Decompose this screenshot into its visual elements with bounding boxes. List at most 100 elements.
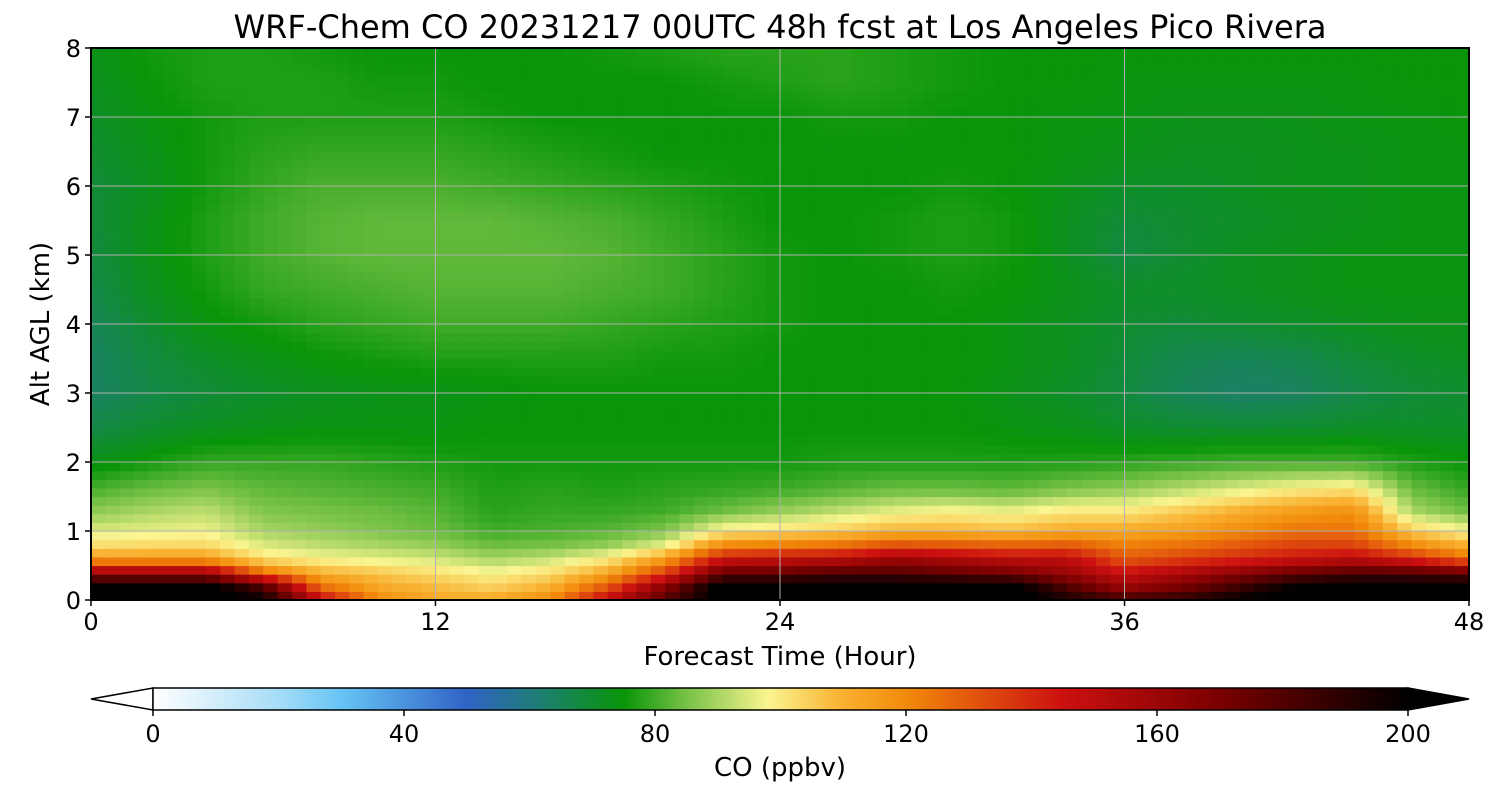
heatmap-cell bbox=[205, 375, 221, 385]
heatmap-cell bbox=[851, 186, 867, 196]
heatmap-cell bbox=[521, 375, 537, 385]
heatmap-cell bbox=[1153, 375, 1169, 385]
heatmap-cell bbox=[1167, 358, 1183, 368]
heatmap-cell bbox=[593, 349, 609, 360]
heatmap-cell bbox=[119, 462, 135, 472]
heatmap-cell bbox=[162, 306, 178, 316]
heatmap-cell bbox=[1268, 229, 1283, 239]
heatmap-cell bbox=[765, 341, 781, 351]
heatmap-cell bbox=[507, 453, 523, 463]
heatmap-cell bbox=[177, 384, 193, 394]
heatmap-cell bbox=[966, 427, 982, 437]
heatmap-cell bbox=[722, 591, 738, 600]
heatmap-cell bbox=[105, 211, 121, 222]
heatmap-cell bbox=[1095, 548, 1111, 558]
heatmap-cell bbox=[406, 160, 422, 170]
heatmap-cell bbox=[435, 203, 451, 213]
heatmap-cell bbox=[349, 574, 365, 584]
heatmap-cell bbox=[1038, 237, 1054, 247]
heatmap-cell bbox=[134, 280, 150, 291]
heatmap-cell bbox=[1296, 203, 1312, 213]
heatmap-cell bbox=[708, 487, 724, 498]
heatmap-cell bbox=[808, 332, 824, 342]
heatmap-cell bbox=[291, 496, 307, 506]
heatmap-cell bbox=[306, 462, 322, 472]
heatmap-cell bbox=[1440, 255, 1456, 265]
heatmap-cell bbox=[995, 246, 1011, 256]
heatmap-cell bbox=[363, 444, 379, 454]
heatmap-cell bbox=[1052, 315, 1068, 325]
heatmap-cell bbox=[593, 418, 609, 429]
heatmap-cell bbox=[851, 211, 867, 222]
heatmap-cell bbox=[421, 151, 437, 161]
heatmap-cell bbox=[851, 220, 867, 230]
heatmap-cell bbox=[952, 513, 968, 523]
heatmap-cell bbox=[492, 410, 508, 420]
heatmap-cell bbox=[1397, 246, 1413, 256]
heatmap-cell bbox=[722, 263, 738, 273]
heatmap-cell bbox=[535, 427, 551, 437]
heatmap-cell bbox=[1210, 168, 1226, 178]
heatmap-cell bbox=[1038, 513, 1054, 523]
heatmap-cell bbox=[306, 229, 322, 239]
heatmap-cell bbox=[1425, 246, 1441, 256]
heatmap-cell bbox=[392, 591, 408, 600]
heatmap-cell bbox=[320, 565, 336, 575]
heatmap-cell bbox=[306, 531, 322, 541]
heatmap-cell bbox=[378, 462, 394, 472]
heatmap-cell bbox=[1067, 444, 1083, 454]
heatmap-cell bbox=[1052, 444, 1068, 454]
heatmap-cell bbox=[1339, 203, 1355, 213]
heatmap-cell bbox=[1425, 367, 1441, 377]
heatmap-cell bbox=[722, 479, 738, 489]
heatmap-cell bbox=[234, 487, 250, 498]
heatmap-cell bbox=[220, 255, 236, 265]
heatmap-cell bbox=[1311, 220, 1327, 230]
heatmap-cell bbox=[1124, 487, 1140, 498]
heatmap-cell bbox=[291, 298, 307, 308]
heatmap-cell bbox=[162, 496, 178, 506]
heatmap-cell bbox=[837, 539, 853, 549]
heatmap-cell bbox=[492, 341, 508, 351]
heatmap-cell bbox=[1411, 151, 1427, 161]
heatmap-cell bbox=[1368, 194, 1384, 204]
heatmap-cell bbox=[492, 444, 508, 454]
heatmap-cell bbox=[1397, 393, 1413, 403]
heatmap-cell bbox=[1253, 436, 1269, 446]
heatmap-cell bbox=[335, 591, 350, 600]
heatmap-cell bbox=[363, 367, 379, 377]
heatmap-cell bbox=[277, 289, 293, 299]
chart-title: WRF-Chem CO 20231217 00UTC 48h fcst at L… bbox=[234, 8, 1327, 46]
heatmap-cell bbox=[708, 237, 724, 247]
heatmap-cell bbox=[722, 246, 738, 256]
heatmap-cell bbox=[1282, 177, 1298, 187]
heatmap-cell bbox=[880, 436, 896, 446]
heatmap-cell bbox=[1224, 272, 1240, 282]
heatmap-cell bbox=[1081, 539, 1097, 549]
heatmap-cell bbox=[1339, 332, 1355, 342]
heatmap-cell bbox=[808, 289, 824, 299]
heatmap-cell bbox=[134, 574, 150, 584]
heatmap-cell bbox=[320, 367, 336, 377]
heatmap-cell bbox=[421, 496, 437, 506]
heatmap-cell bbox=[1397, 160, 1413, 170]
heatmap-cell bbox=[335, 220, 350, 230]
heatmap-cell bbox=[1282, 487, 1298, 498]
heatmap-cell bbox=[277, 436, 293, 446]
heatmap-cell bbox=[952, 418, 968, 429]
heatmap-cell bbox=[593, 367, 609, 377]
heatmap-cell bbox=[248, 556, 264, 567]
heatmap-cell bbox=[1009, 539, 1025, 549]
heatmap-cell bbox=[765, 298, 781, 308]
heatmap-cell bbox=[1153, 358, 1169, 368]
heatmap-cell bbox=[894, 186, 910, 196]
heatmap-cell bbox=[1382, 487, 1398, 498]
heatmap-cell bbox=[665, 375, 681, 385]
heatmap-cell bbox=[1153, 298, 1169, 308]
heatmap-cell bbox=[952, 556, 968, 567]
heatmap-cell bbox=[535, 306, 551, 316]
heatmap-cell bbox=[851, 272, 867, 282]
heatmap-cell bbox=[421, 436, 437, 446]
heatmap-cell bbox=[1268, 151, 1283, 161]
heatmap-cell bbox=[1253, 324, 1269, 334]
